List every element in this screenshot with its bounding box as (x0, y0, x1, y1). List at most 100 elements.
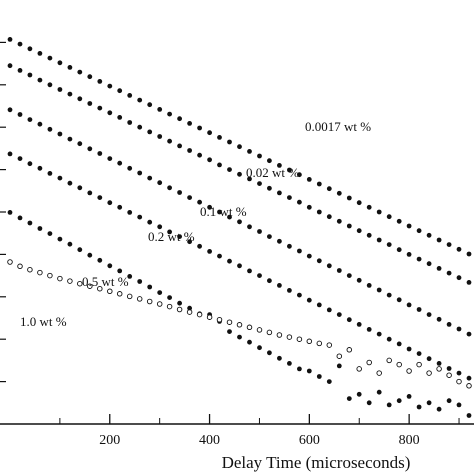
data-point (57, 175, 63, 181)
data-point (316, 258, 322, 264)
data-point (227, 258, 232, 264)
data-point (257, 153, 262, 159)
data-point (287, 361, 292, 366)
data-point (97, 79, 103, 84)
data-point (246, 324, 253, 331)
data-point (137, 214, 143, 220)
data-point (276, 332, 283, 338)
data-point (386, 242, 392, 248)
data-point (27, 46, 33, 52)
data-point (316, 340, 323, 347)
data-point (197, 125, 203, 131)
y-axis-ticks (0, 41, 6, 383)
data-point (67, 180, 73, 186)
data-point (7, 63, 13, 69)
data-point (366, 327, 372, 332)
data-point (366, 400, 372, 406)
data-point (97, 195, 103, 201)
data-point (107, 288, 113, 295)
data-point (177, 190, 183, 195)
data-point (376, 209, 382, 215)
data-point (117, 160, 123, 166)
data-point (386, 357, 392, 364)
data-point (127, 274, 133, 279)
data-point (316, 209, 322, 215)
data-point (47, 55, 53, 61)
data-point (167, 185, 173, 191)
data-point (396, 297, 402, 303)
data-point (336, 363, 342, 369)
data-point (17, 263, 23, 270)
data-point (57, 275, 63, 282)
data-point (237, 219, 242, 225)
x-tick-label: 400 (199, 433, 220, 448)
data-point (127, 93, 133, 98)
data-point (227, 167, 232, 173)
data-point (326, 307, 332, 313)
data-point (326, 186, 332, 192)
data-point (116, 291, 123, 297)
data-point (376, 287, 382, 293)
data-point (47, 82, 53, 88)
data-point (356, 391, 362, 397)
series-label: 0.1 wt % (200, 204, 247, 219)
data-point (97, 151, 103, 156)
series-3 (7, 151, 472, 381)
data-point (237, 144, 242, 150)
data-point (17, 41, 23, 47)
data-point (436, 237, 442, 243)
data-point (416, 404, 422, 410)
data-point (17, 112, 23, 117)
data-point (67, 241, 73, 247)
data-point (257, 229, 262, 234)
data-point (207, 130, 213, 136)
data-point (87, 190, 93, 196)
data-point (167, 138, 173, 144)
data-point (77, 280, 83, 287)
data-point (287, 288, 292, 293)
data-point (346, 195, 352, 201)
data-point (366, 283, 372, 288)
data-point (356, 200, 362, 206)
data-point (177, 116, 183, 122)
data-point (157, 180, 163, 186)
data-point (436, 316, 442, 322)
data-point (466, 383, 472, 389)
data-point (356, 322, 362, 327)
data-point (17, 215, 23, 221)
data-point (396, 247, 402, 253)
data-point (316, 302, 322, 308)
data-point (446, 242, 452, 248)
data-point (197, 152, 203, 158)
data-point (227, 214, 232, 220)
data-point (426, 312, 432, 317)
data-point (287, 243, 292, 249)
data-point (247, 149, 252, 154)
data-point (147, 102, 153, 108)
data-point (137, 97, 143, 103)
data-point (117, 88, 123, 94)
data-point (436, 406, 442, 412)
data-point (157, 290, 163, 295)
series-label: 0.0017 wt % (305, 119, 371, 134)
data-point (297, 172, 302, 178)
data-point (406, 368, 412, 374)
series-labels: 0.0017 wt % 0.02 wt % 0.1 wt % 0.2 wt % 0.5 … (20, 119, 371, 329)
data-point (277, 163, 282, 168)
data-point (376, 370, 382, 376)
data-point (456, 378, 462, 385)
data-point (47, 231, 53, 237)
data-point (27, 72, 33, 78)
data-point (47, 126, 53, 132)
data-point (146, 298, 153, 305)
data-point (466, 375, 472, 381)
data-point (267, 278, 272, 284)
data-point (27, 161, 33, 167)
data-point (257, 273, 262, 278)
data-point (77, 247, 83, 253)
data-point (247, 339, 252, 345)
data-point (117, 115, 123, 120)
data-point (147, 175, 153, 181)
data-point (386, 214, 392, 220)
data-point (57, 87, 63, 92)
